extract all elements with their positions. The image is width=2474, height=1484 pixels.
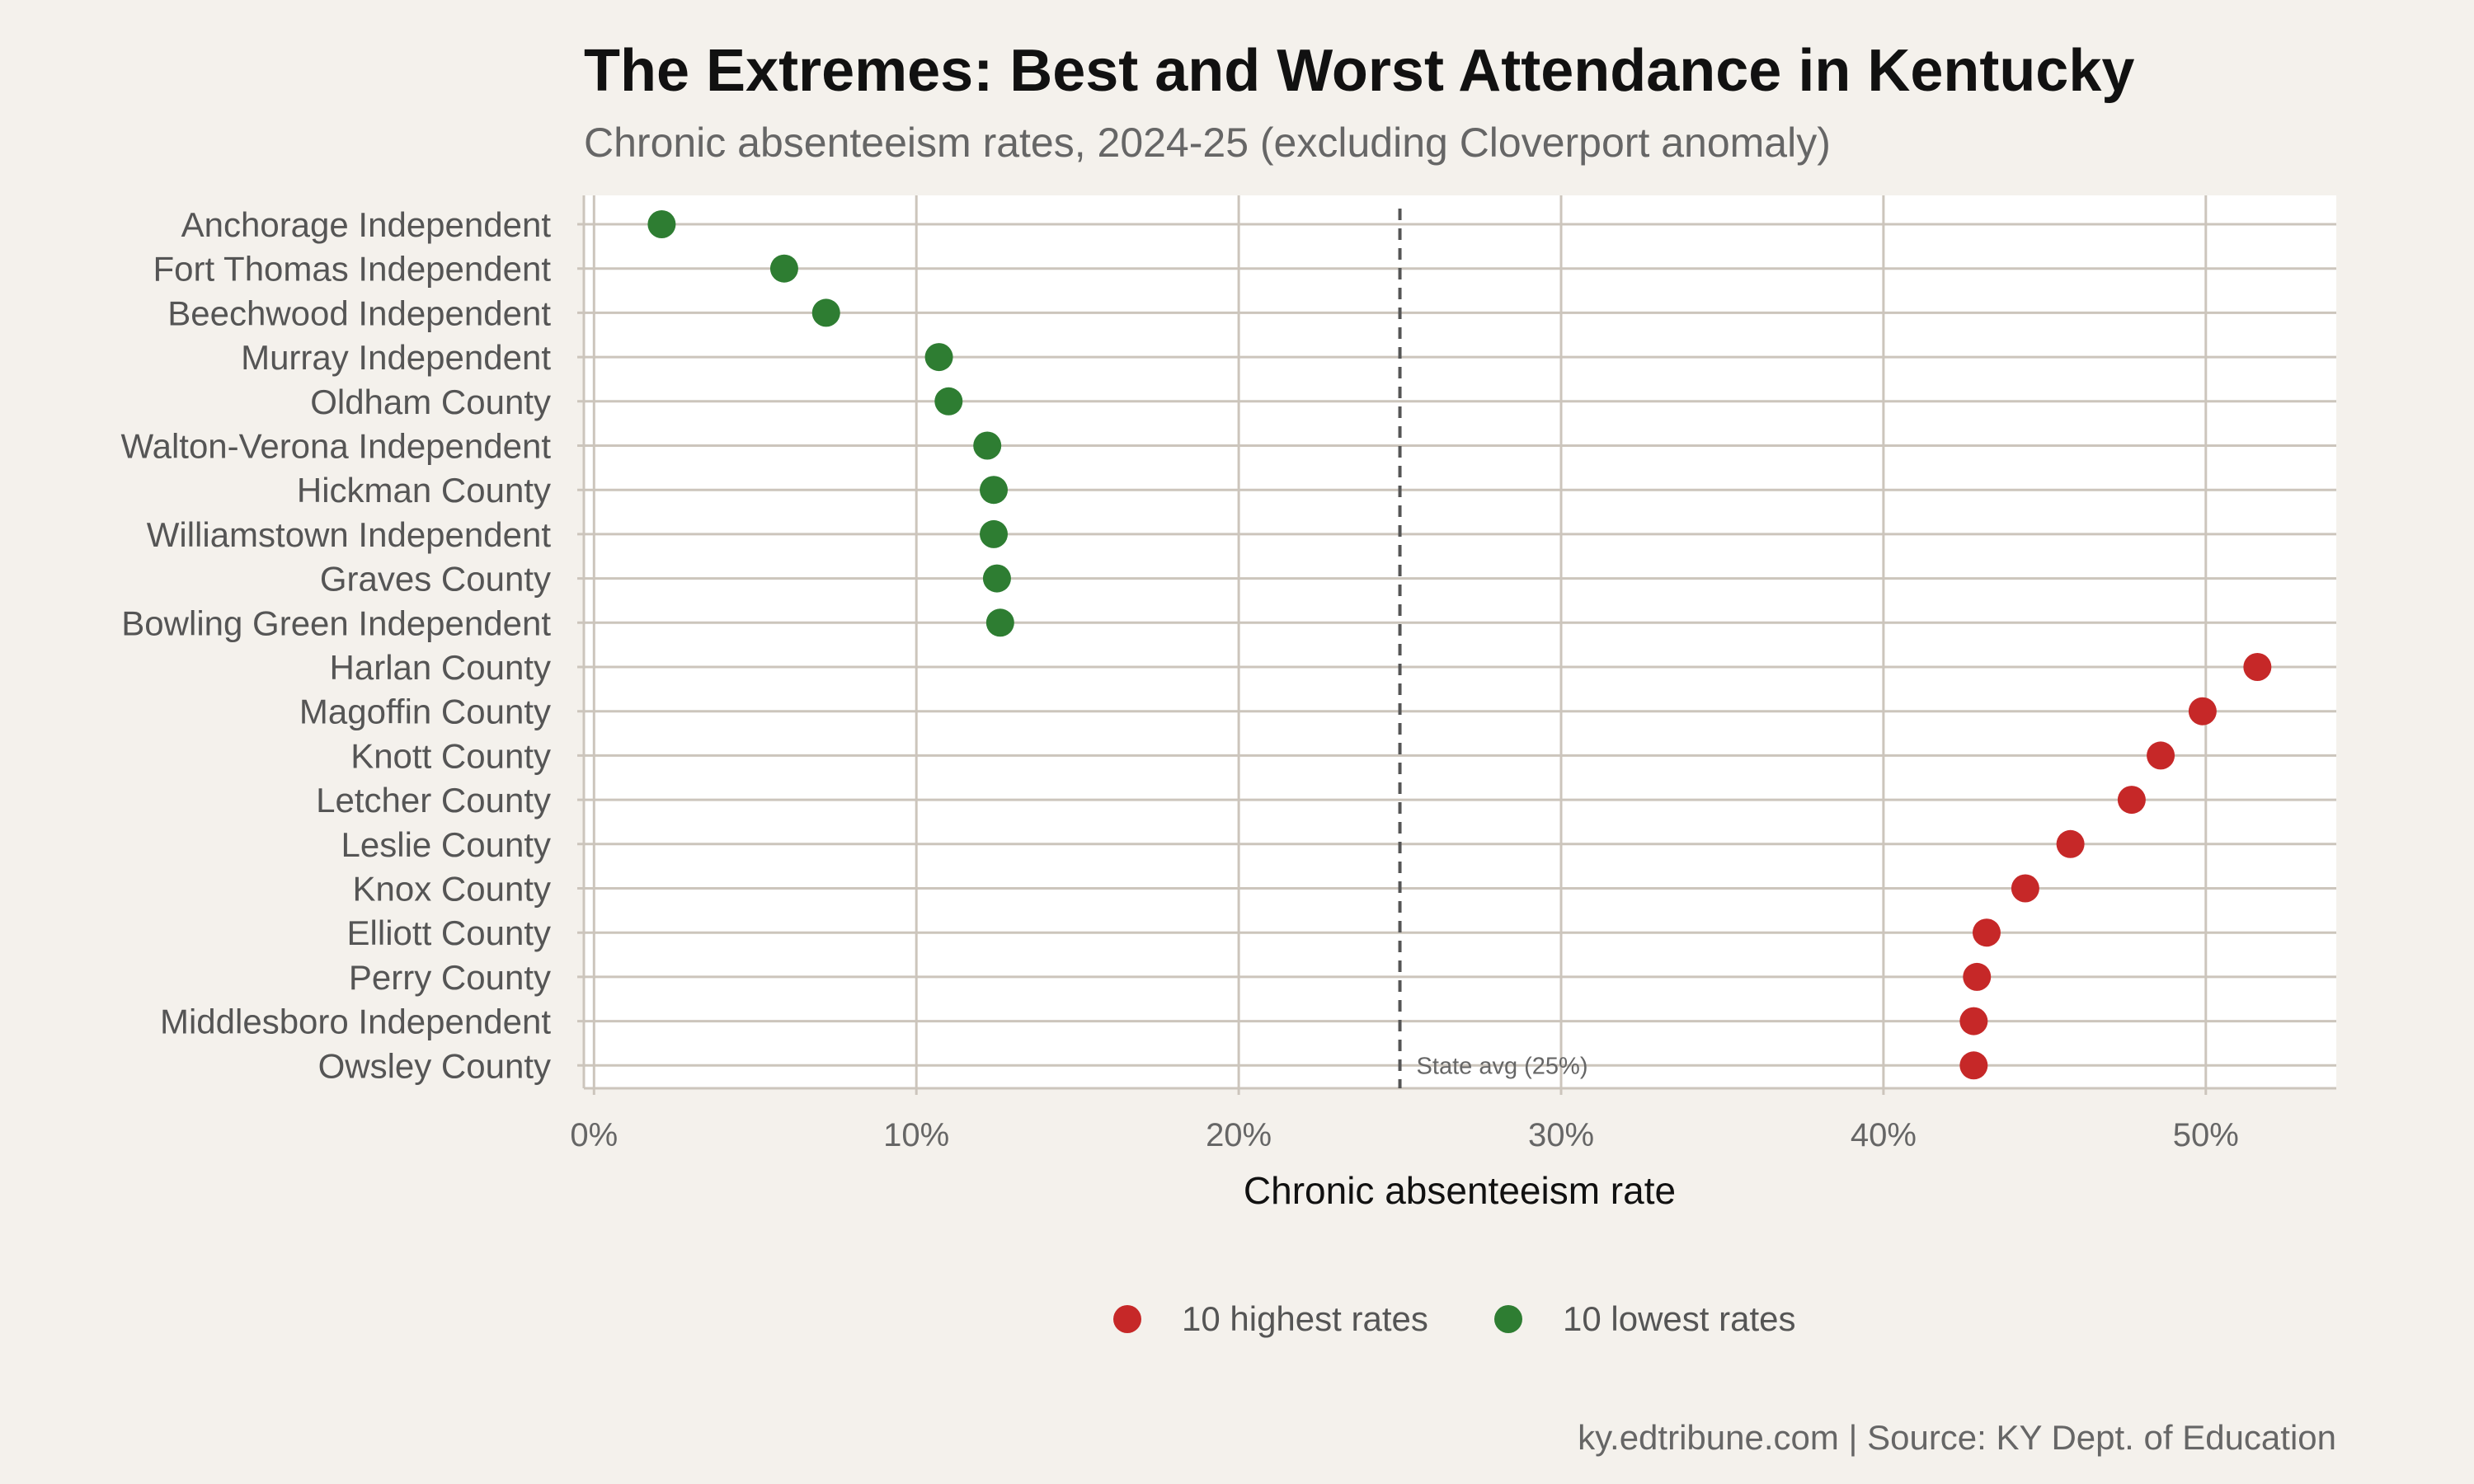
data-point xyxy=(1963,962,1992,991)
y-tick-label: Bowling Green Independent xyxy=(121,603,551,642)
x-tick-label: 0% xyxy=(570,1117,618,1153)
x-tick-label: 10% xyxy=(883,1117,949,1153)
y-tick-label: Leslie County xyxy=(341,825,551,864)
data-point xyxy=(2188,697,2217,726)
y-tick-label: Middlesboro Independent xyxy=(160,1003,551,1041)
legend-swatch-lowest xyxy=(1494,1305,1522,1333)
data-point xyxy=(769,254,798,283)
grid xyxy=(577,195,2336,1095)
data-point xyxy=(1959,1007,1988,1036)
plot-panel xyxy=(584,195,2336,1088)
y-tick-label: Murray Independent xyxy=(241,338,551,377)
caption: ky.edtribune.com | Source: KY Dept. of E… xyxy=(1578,1418,2336,1457)
x-axis-title: Chronic absenteeism rate xyxy=(1244,1169,1676,1212)
y-tick-label: Anchorage Independent xyxy=(181,205,552,244)
data-point xyxy=(811,298,840,327)
data-point xyxy=(924,343,953,372)
data-point xyxy=(2147,741,2175,770)
data-point xyxy=(2011,874,2039,903)
data-point xyxy=(2117,786,2146,815)
legend-swatch-highest xyxy=(1113,1305,1141,1333)
x-tick-label: 30% xyxy=(1528,1117,1594,1153)
data-point xyxy=(985,608,1014,637)
data-point xyxy=(1959,1051,1988,1080)
data-point xyxy=(980,519,1009,548)
y-tick-label: Owsley County xyxy=(318,1046,551,1085)
state-average-label: State avg (25%) xyxy=(1417,1053,1588,1079)
y-tick-label: Walton-Verona Independent xyxy=(121,427,552,466)
chart-subtitle: Chronic absenteeism rates, 2024-25 (excl… xyxy=(584,120,1831,166)
x-tick-label: 50% xyxy=(2173,1117,2239,1153)
y-tick-label: Graves County xyxy=(320,560,551,599)
y-tick-label: Hickman County xyxy=(297,471,551,510)
chart-title: The Extremes: Best and Worst Attendance … xyxy=(584,38,2134,104)
x-tick-label: 40% xyxy=(1851,1117,1917,1153)
legend: 10 highest rates 10 lowest rates xyxy=(1113,1299,1795,1338)
y-tick-label: Oldham County xyxy=(310,383,551,421)
y-tick-label: Perry County xyxy=(349,958,551,997)
legend-label-lowest: 10 lowest rates xyxy=(1563,1299,1795,1338)
data-point xyxy=(2243,653,2272,681)
data-point xyxy=(2056,829,2085,858)
y-tick-label: Harlan County xyxy=(330,648,551,687)
data-point xyxy=(647,210,676,238)
y-axis-labels: Anchorage Independent Fort Thomas Indepen… xyxy=(121,205,552,1085)
y-tick-label: Letcher County xyxy=(316,781,551,819)
data-point xyxy=(973,431,1002,460)
data-point xyxy=(982,564,1011,593)
y-tick-label: Magoffin County xyxy=(299,693,551,731)
y-tick-label: Knott County xyxy=(350,736,551,775)
x-tick-label: 20% xyxy=(1206,1117,1272,1153)
y-tick-label: Knox County xyxy=(353,870,551,909)
data-point xyxy=(980,476,1009,505)
legend-label-highest: 10 highest rates xyxy=(1182,1299,1428,1338)
data-points xyxy=(647,210,2272,1080)
y-tick-label: Beechwood Independent xyxy=(167,294,551,332)
x-axis-ticks: 0% 10% 20% 30% 40% 50% xyxy=(570,1117,2238,1153)
y-tick-label: Elliott County xyxy=(347,913,551,952)
y-tick-label: Fort Thomas Independent xyxy=(153,250,551,289)
data-point xyxy=(1972,918,2001,947)
y-tick-label: Williamstown Independent xyxy=(147,515,552,554)
data-point xyxy=(934,387,963,416)
